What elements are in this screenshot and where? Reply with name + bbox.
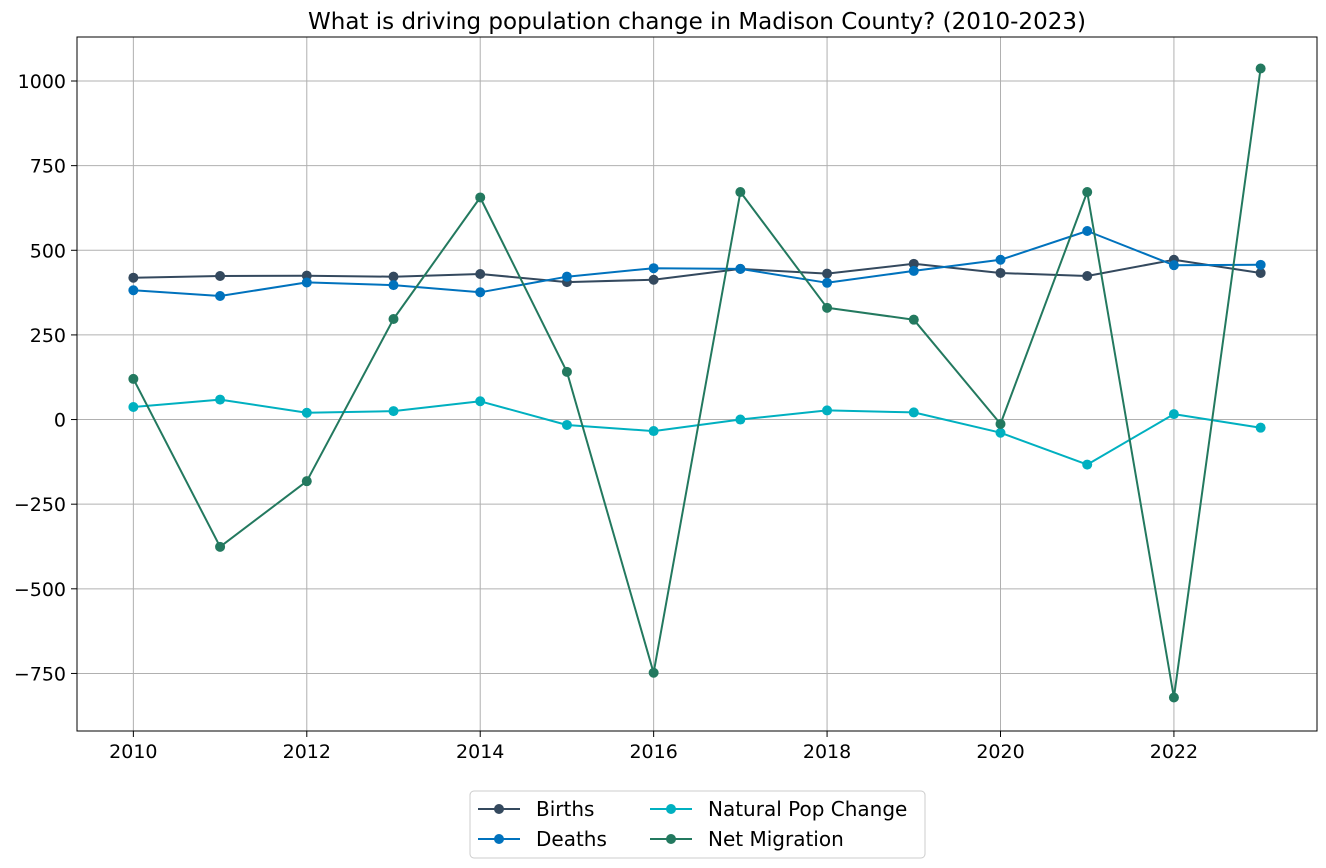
data-point: [648, 426, 659, 437]
y-tick-label: −250: [14, 494, 66, 516]
data-point: [128, 272, 139, 283]
data-point: [301, 476, 312, 487]
data-point: [561, 366, 572, 377]
legend-marker: [494, 804, 504, 814]
data-point: [995, 254, 1006, 265]
series-line: [133, 230, 1261, 297]
data-point: [388, 406, 399, 417]
data-point: [475, 268, 486, 279]
data-point: [1082, 271, 1093, 282]
legend-label: Natural Pop Change: [708, 797, 907, 821]
data-point: [822, 405, 833, 416]
x-tick-label: 2010: [109, 741, 157, 763]
legend: Births Deaths Natural Pop Change Net Migrat…: [469, 790, 926, 859]
data-point: [1168, 260, 1179, 271]
plot-area: [76, 36, 1318, 732]
series-natural-pop-change: [128, 394, 1266, 470]
y-tick-label: 0: [54, 410, 66, 432]
data-point: [648, 667, 659, 678]
data-point: [735, 187, 746, 198]
data-point: [735, 263, 746, 274]
data-point: [822, 277, 833, 288]
legend-item: Natural Pop Change: [650, 797, 907, 821]
series-births: [128, 254, 1266, 288]
data-point: [648, 274, 659, 285]
data-point: [908, 265, 919, 276]
x-tick-label: 2022: [1150, 741, 1198, 763]
y-tick-label: 1000: [18, 71, 66, 93]
legend-marker: [494, 834, 504, 844]
y-tick-label: 750: [30, 156, 66, 178]
data-point: [1255, 267, 1266, 278]
data-point: [1082, 187, 1093, 198]
data-point: [388, 314, 399, 325]
data-point: [908, 258, 919, 269]
data-point: [215, 394, 226, 405]
data-point: [561, 419, 572, 430]
data-point: [908, 314, 919, 325]
data-point: [215, 271, 226, 282]
legend-label: Deaths: [536, 827, 607, 851]
data-point: [475, 287, 486, 298]
data-point: [388, 271, 399, 282]
data-point: [1082, 459, 1093, 470]
x-tick-label: 2016: [629, 741, 677, 763]
data-point: [561, 271, 572, 282]
data-point: [215, 290, 226, 301]
data-point: [1255, 259, 1266, 270]
data-point: [215, 541, 226, 552]
data-point: [822, 302, 833, 313]
data-point: [1255, 422, 1266, 433]
series-line: [132, 68, 1262, 699]
data-point: [128, 402, 139, 413]
y-tick-label: 250: [30, 325, 66, 347]
data-point: [735, 414, 746, 425]
legend-item: Net Migration: [650, 827, 844, 851]
data-point: [388, 280, 399, 291]
legend-label: Net Migration: [708, 827, 844, 851]
data-point: [648, 263, 659, 274]
legend-marker: [666, 804, 676, 814]
data-point: [128, 373, 139, 384]
y-tick-label: −750: [14, 663, 66, 685]
data-point: [995, 427, 1006, 438]
legend-label: Births: [536, 797, 594, 821]
data-point: [301, 407, 312, 418]
data-point: [995, 267, 1006, 278]
legend-item: Deaths: [478, 827, 607, 851]
series-line: [133, 258, 1261, 284]
grid: [77, 37, 1317, 731]
data-point: [1255, 63, 1266, 74]
data-point: [995, 418, 1006, 429]
data-point: [822, 268, 833, 279]
legend-item: Births: [478, 797, 594, 821]
x-tick-label: 2020: [976, 741, 1024, 763]
legend-box: [469, 790, 926, 859]
series-net-migration: [128, 63, 1266, 703]
data-point: [1168, 409, 1179, 420]
x-tick-label: 2018: [803, 741, 851, 763]
data-point: [1168, 692, 1179, 703]
y-tick-label: 500: [30, 240, 66, 262]
axes: 2010 2012 2014 2016 2018 2020 2022 −750 −500 −250…: [14, 71, 1198, 763]
data-point: [128, 285, 139, 296]
data-point: [908, 407, 919, 418]
legend-marker: [666, 834, 676, 844]
series-deaths: [128, 225, 1266, 301]
data-point: [475, 396, 486, 407]
x-tick-label: 2012: [283, 741, 331, 763]
chart-title: What is driving population change in Mad…: [308, 9, 1086, 35]
data-point: [301, 277, 312, 288]
y-tick-label: −500: [14, 579, 66, 601]
x-tick-label: 2014: [456, 741, 504, 763]
data-point: [475, 192, 486, 203]
data-point: [1082, 225, 1093, 236]
series-line: [133, 398, 1261, 466]
series-layer: [128, 63, 1266, 703]
